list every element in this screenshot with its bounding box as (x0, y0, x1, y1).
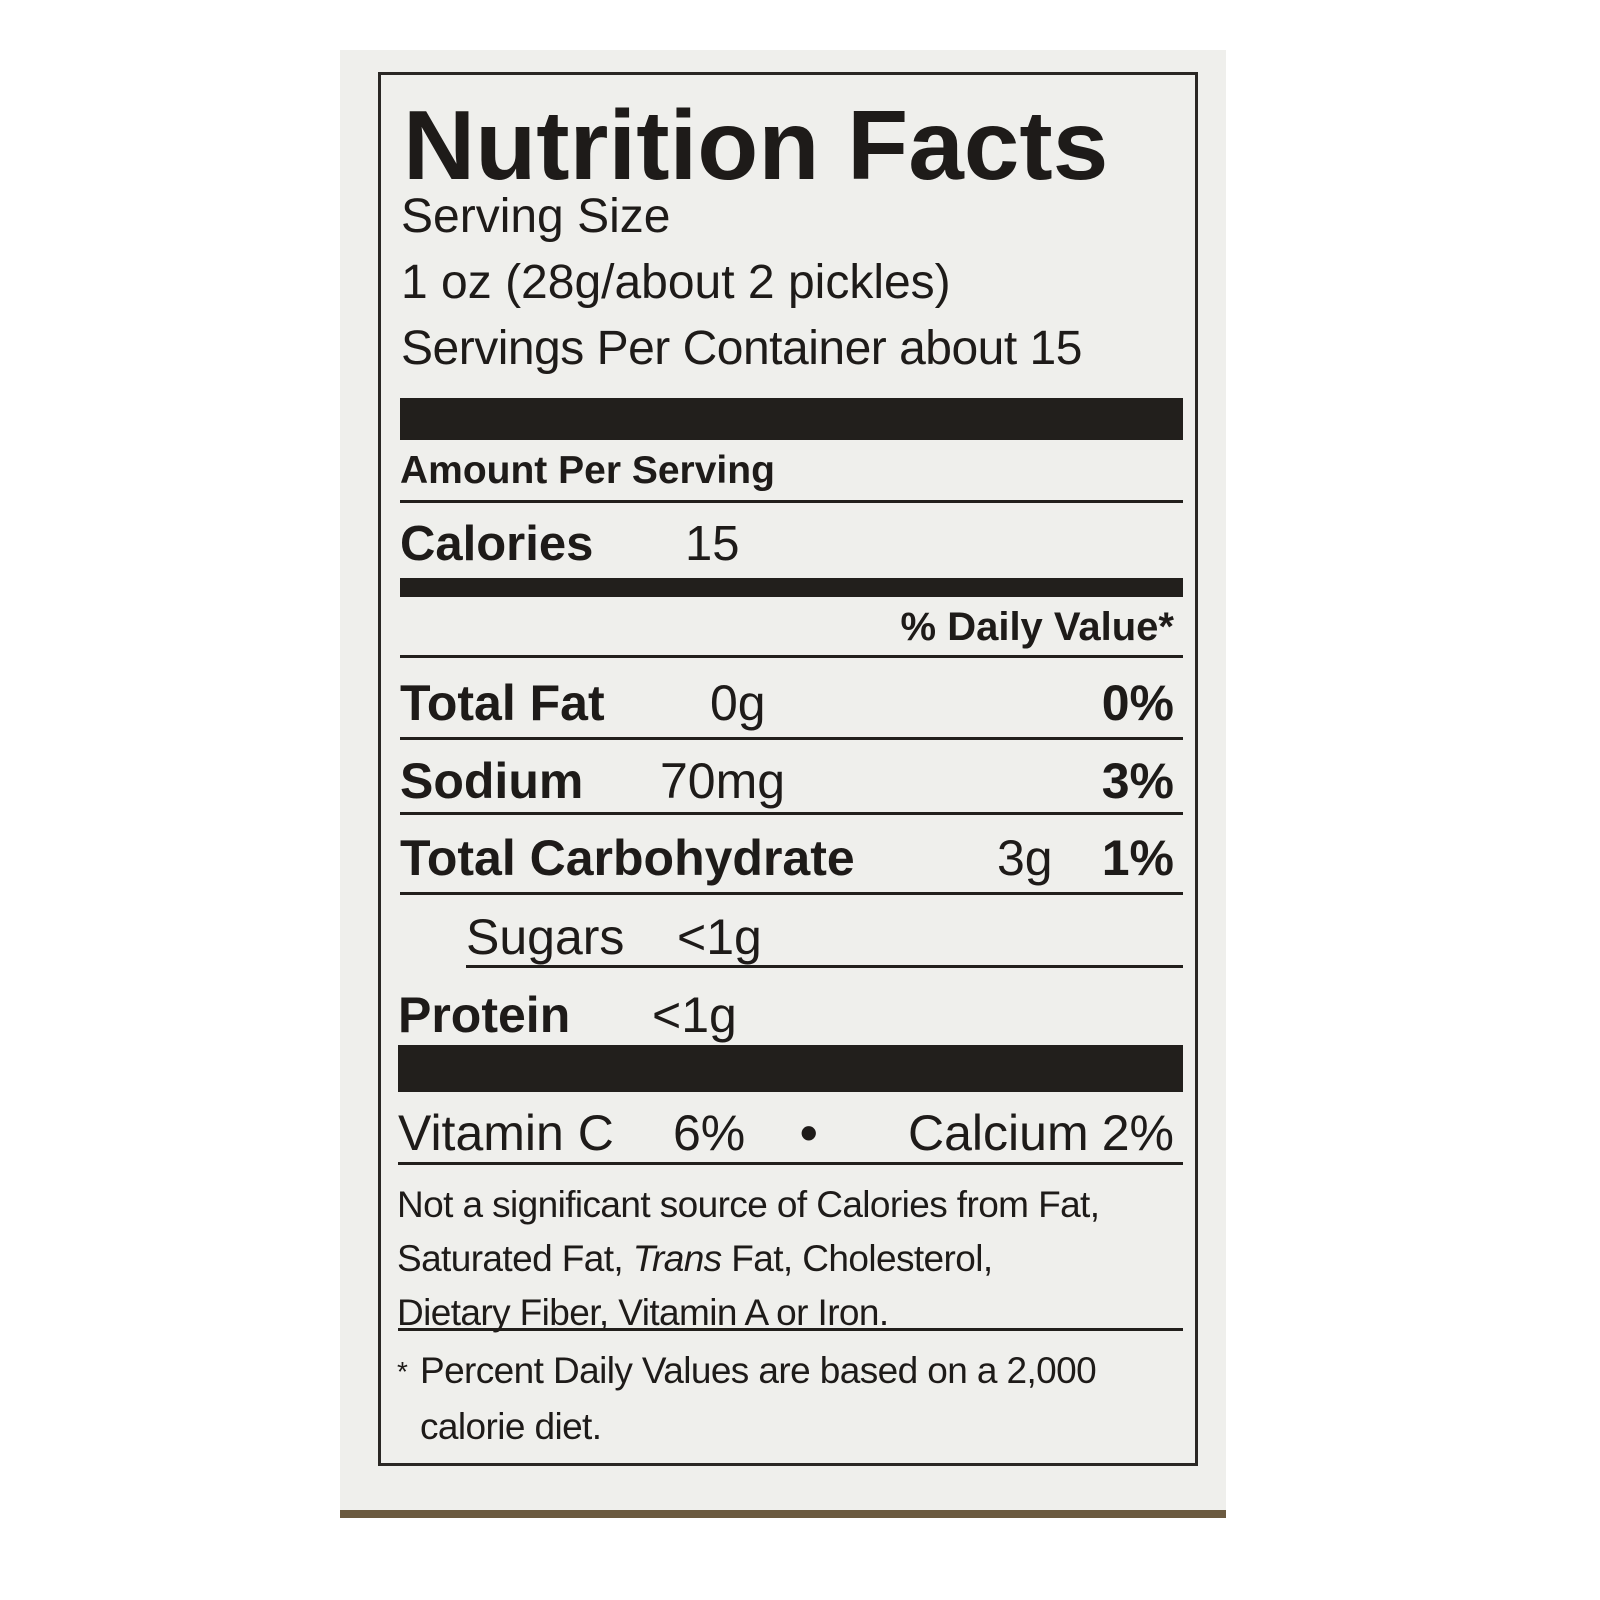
daily-value-header: % Daily Value* (900, 605, 1174, 649)
thick-divider (398, 1045, 1183, 1092)
amount-per-serving: Amount Per Serving (400, 449, 775, 492)
protein-amount: <1g (652, 987, 737, 1043)
daily-value-asterisk: * (397, 1356, 408, 1387)
sodium-dv: 3% (1101, 753, 1174, 809)
title: Nutrition Facts (403, 90, 1109, 200)
divider (398, 1162, 1183, 1165)
calories-label: Calories (400, 517, 594, 571)
medium-divider (400, 578, 1183, 597)
footnote-text: Saturated Fat, (397, 1238, 633, 1279)
divider (400, 892, 1183, 895)
calcium-label: Calcium (908, 1105, 1089, 1161)
serving-size-label: Serving Size (401, 190, 671, 243)
serving-size-value: 1 oz (28g/about 2 pickles) (401, 256, 951, 309)
thick-divider (400, 398, 1183, 440)
sodium-label: Sodium (400, 753, 584, 809)
footnote-text: Fat, Cholesterol, (721, 1238, 993, 1279)
daily-value-note-line-1: Percent Daily Values are based on a 2,00… (420, 1350, 1097, 1391)
sugars-amount: <1g (677, 909, 762, 965)
total-fat-label: Total Fat (400, 675, 605, 731)
total-carbohydrate-dv: 1% (1101, 830, 1174, 886)
daily-value-note-line-2: calorie diet. (420, 1406, 602, 1447)
footnote-line-3: Dietary Fiber, Vitamin A or Iron. (397, 1292, 889, 1333)
nutrition-facts-panel (378, 72, 1198, 1466)
servings-per-container: Servings Per Container about 15 (401, 322, 1082, 375)
protein-label: Protein (398, 987, 571, 1043)
divider (400, 812, 1183, 815)
sugars-label: Sugars (466, 909, 625, 965)
total-fat-amount: 0g (710, 675, 766, 731)
divider (400, 737, 1183, 740)
bullet-separator: • (800, 1105, 818, 1161)
calories-value: 15 (685, 517, 740, 571)
divider (400, 500, 1183, 503)
divider (400, 655, 1183, 658)
footnote-trans: Trans (632, 1238, 722, 1279)
sodium-amount: 70mg (660, 753, 786, 809)
footnote-line-2: Saturated Fat, Trans Fat, Cholesterol, (397, 1240, 993, 1277)
total-carbohydrate-label: Total Carbohydrate (400, 830, 855, 886)
footnote-line-1: Not a significant source of Calories fro… (397, 1184, 1100, 1225)
nutrition-label (340, 50, 1226, 1517)
vitamin-c-label: Vitamin C (398, 1105, 614, 1161)
divider (466, 965, 1183, 968)
divider (398, 1328, 1183, 1331)
total-fat-dv: 0% (1101, 675, 1174, 731)
total-carbohydrate-amount: 3g (997, 830, 1053, 886)
vitamin-c-value: 6% (673, 1105, 746, 1161)
container-edge (340, 1510, 1226, 1518)
calcium-value: 2% (1101, 1105, 1174, 1161)
